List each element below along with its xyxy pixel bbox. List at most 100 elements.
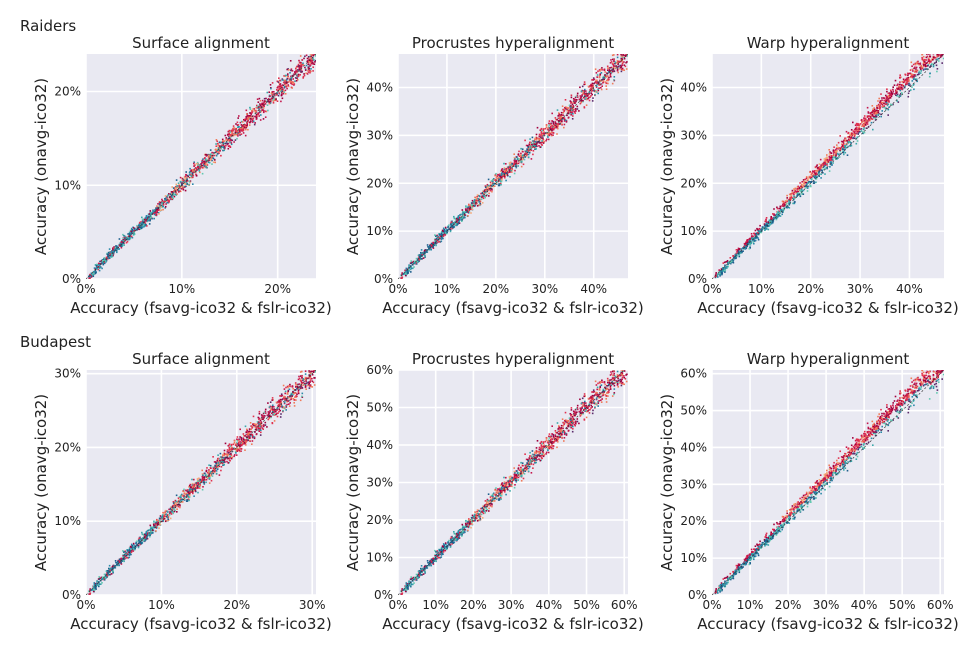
scatter-point <box>112 251 115 254</box>
scatter-point <box>498 178 500 180</box>
scatter-point <box>222 141 224 143</box>
scatter-point <box>290 82 292 85</box>
scatter-point <box>185 171 187 173</box>
scatter-point <box>815 165 818 168</box>
scatter-point <box>179 504 181 507</box>
scatter-point <box>164 205 167 208</box>
scatter-point <box>715 275 717 277</box>
scatter-point <box>171 192 173 195</box>
scatter-point <box>410 271 412 273</box>
scatter-point <box>756 232 758 235</box>
scatter-point <box>588 92 590 94</box>
scatter-point <box>282 88 284 90</box>
scatter-point <box>527 156 530 158</box>
scatter-point <box>430 248 432 251</box>
scatter-point <box>122 242 125 244</box>
scatter-point <box>832 152 835 154</box>
scatter-point <box>298 66 300 68</box>
panel-title: Procrustes hyperalignment <box>412 34 614 52</box>
scatter-point <box>783 207 785 209</box>
scatter-point <box>903 85 905 88</box>
scatter-point <box>794 201 796 203</box>
scatter-point <box>746 243 749 245</box>
scatter-point <box>899 81 901 83</box>
scatter-point <box>612 58 614 61</box>
scatter-point <box>720 272 722 275</box>
scatter-point <box>717 276 719 278</box>
scatter-point <box>559 116 562 119</box>
scatter-point <box>262 118 265 120</box>
scatter-point <box>789 201 791 204</box>
scatter-point <box>154 209 156 211</box>
scatter-point <box>124 550 126 553</box>
scatter-point <box>468 204 470 206</box>
scatter-point <box>458 221 460 224</box>
scatter-point <box>875 115 877 117</box>
scatter-point <box>444 226 447 229</box>
scatter-point <box>813 182 816 184</box>
scatter-point <box>125 557 127 559</box>
scatter-point <box>938 44 940 46</box>
scatter-point <box>237 117 239 119</box>
scatter-point <box>434 234 436 236</box>
scatter-point <box>184 179 186 181</box>
scatter-point <box>89 277 91 279</box>
scatter-point <box>185 180 187 183</box>
scatter-point <box>215 154 218 157</box>
scatter-point <box>550 126 552 128</box>
scatter-point <box>439 234 442 236</box>
scatter-point <box>442 234 445 236</box>
scatter-point <box>219 149 221 152</box>
scatter-point <box>300 63 302 65</box>
scatter-point <box>286 77 289 80</box>
scatter-point <box>465 205 467 207</box>
scatter-point <box>827 160 830 162</box>
scatter-point <box>312 70 314 72</box>
scatter-point <box>820 169 823 171</box>
scatter-point <box>415 263 418 265</box>
scatter-point <box>842 143 845 145</box>
scatter-point <box>542 128 545 130</box>
scatter-point <box>719 272 721 275</box>
scatter-point <box>192 169 194 171</box>
scatter-point <box>253 109 256 112</box>
scatter-point <box>255 115 258 118</box>
scatter-point <box>612 62 614 65</box>
scatter-point <box>850 129 853 131</box>
scatter-point <box>896 84 898 87</box>
scatter-point <box>175 185 178 188</box>
scatter-point <box>277 86 280 88</box>
scatter-point <box>820 167 823 169</box>
scatter-point <box>152 209 154 211</box>
scatter-point <box>824 168 826 170</box>
scatter-point <box>900 84 903 86</box>
scatter-point <box>500 170 502 172</box>
scatter-point <box>826 161 829 164</box>
scatter-point <box>186 183 188 185</box>
scatter-point <box>927 54 930 55</box>
scatter-point <box>438 236 440 239</box>
scatter-point <box>560 117 563 119</box>
scatter-point <box>513 153 515 155</box>
scatter-point <box>541 140 543 142</box>
scatter-point <box>295 384 297 386</box>
scatter-point <box>593 90 595 92</box>
scatter-point <box>247 128 249 131</box>
scatter-point <box>600 80 602 82</box>
scatter-point <box>930 61 932 63</box>
scatter-point <box>263 97 266 100</box>
scatter-point <box>894 93 896 95</box>
scatter-point <box>600 68 602 71</box>
scatter-point <box>620 66 622 68</box>
scatter-point <box>231 456 234 459</box>
scatter-point <box>623 57 626 60</box>
scatter-point <box>602 76 604 79</box>
scatter-point <box>150 214 152 216</box>
scatter-point <box>515 160 517 162</box>
scatter-point <box>800 185 802 187</box>
scatter-point <box>201 160 203 163</box>
scatter-point <box>855 132 858 134</box>
scatter-point <box>264 410 267 413</box>
scatter-point <box>806 187 809 189</box>
scatter-point <box>511 164 513 166</box>
